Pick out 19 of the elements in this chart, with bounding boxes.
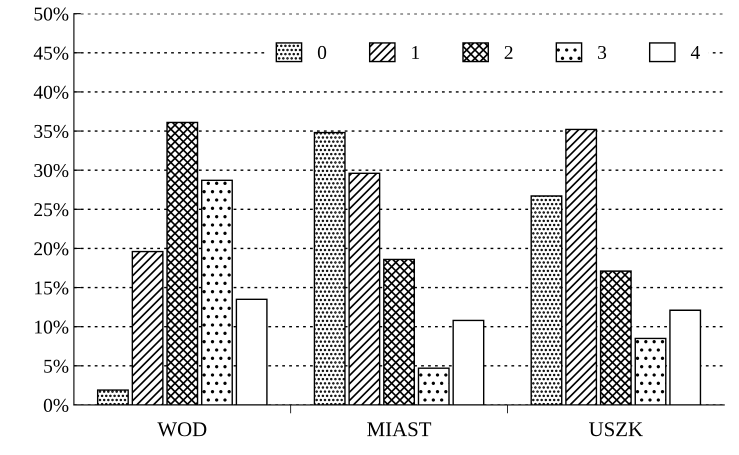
y-tick-label: 20% bbox=[34, 242, 68, 256]
legend-label: 2 bbox=[504, 46, 512, 59]
x-tick-label: WOD bbox=[157, 422, 206, 436]
y-tick-label: 40% bbox=[34, 86, 68, 99]
y-tick-label: 35% bbox=[34, 124, 68, 138]
x-tick-label: MIAST bbox=[367, 422, 432, 436]
y-tick-label: 15% bbox=[35, 281, 68, 295]
legend-label: 0 bbox=[318, 46, 326, 60]
legend-label: 3 bbox=[598, 46, 606, 60]
y-tick-label: 45% bbox=[34, 46, 68, 60]
legend-label: 1 bbox=[412, 46, 420, 59]
y-tick-label: 0% bbox=[44, 398, 68, 412]
y-tick-label: 30% bbox=[34, 164, 68, 178]
y-tick-label: 25% bbox=[34, 203, 68, 216]
legend-label: 4 bbox=[690, 46, 700, 59]
y-tick-label: 50% bbox=[34, 7, 68, 21]
x-tick-label: USZK bbox=[589, 422, 643, 436]
y-tick-label: 5% bbox=[44, 360, 68, 373]
y-tick-label: 10% bbox=[35, 320, 68, 334]
